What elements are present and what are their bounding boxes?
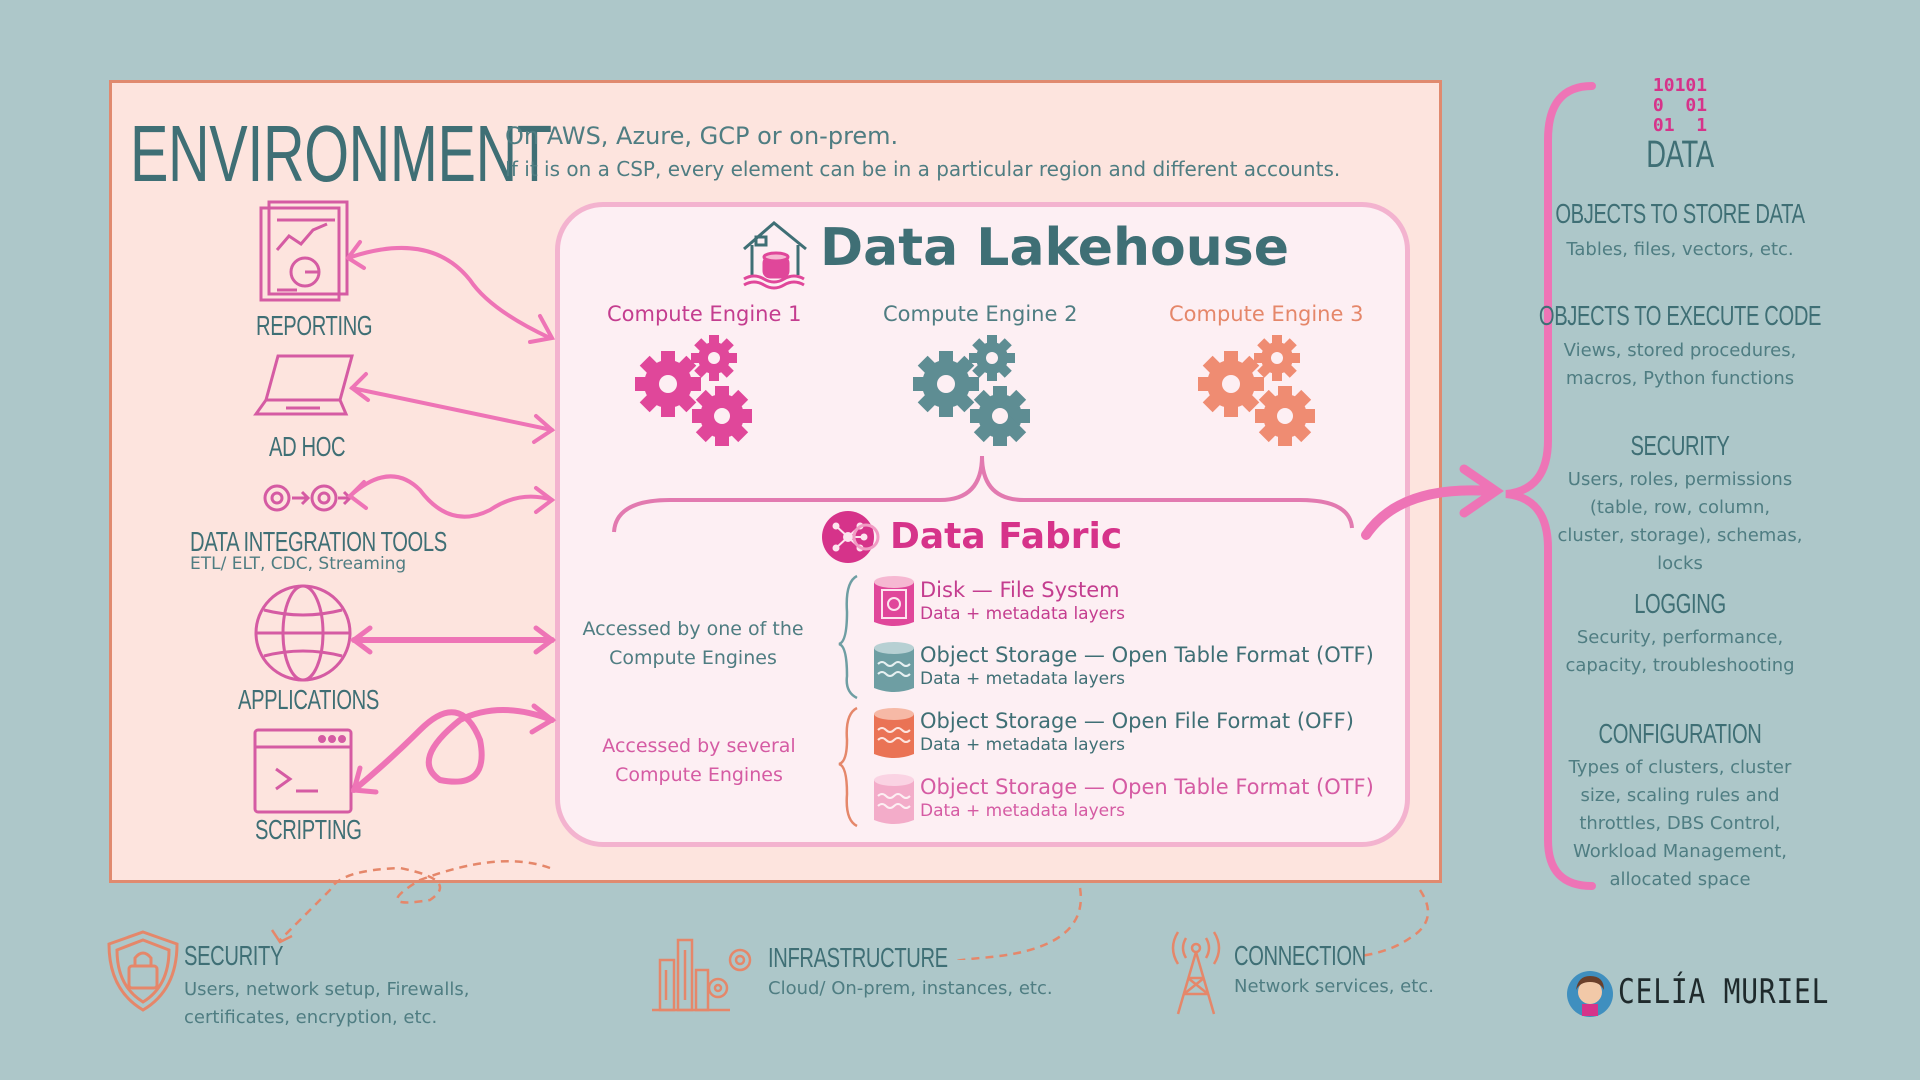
bottom-text-infrastructure: Cloud/ On-prem, instances, etc. (768, 978, 1053, 999)
consumer-arrows (345, 240, 557, 795)
data-section-text-2: Users, roles, permissions (table, row, c… (1557, 469, 1803, 574)
object-storage-icon-otf-pink (874, 774, 914, 824)
bottom-text-connection: Network services, etc. (1234, 976, 1434, 997)
disk-icon (874, 576, 914, 626)
layer-sub-2: Data + metadata layers (920, 735, 1125, 755)
data-section-text-4: Types of clusters, cluster size, scaling… (1568, 757, 1792, 890)
data-section-title-2: SECURITY (1630, 430, 1730, 461)
engine-label-2: Compute Engine 2 (883, 302, 1078, 326)
terminal-icon (253, 728, 353, 814)
bottom-dashed-connectors (270, 860, 1430, 960)
binary-line-2: 0 01 (1652, 95, 1708, 116)
environment-line1: On AWS, Azure, GCP or on-prem. (505, 122, 899, 150)
lakehouse-to-data-arrow (1361, 464, 1504, 540)
data-brace (1505, 82, 1596, 890)
layer-title-2: Object Storage — Open File Format (OFF) (920, 709, 1354, 733)
layer-title-3: Object Storage — Open Table Format (OTF) (920, 775, 1374, 799)
reporting-icon (259, 200, 349, 302)
object-storage-icon-otf-teal (874, 642, 914, 692)
avatar (1567, 971, 1613, 1017)
layer-sub-1: Data + metadata layers (920, 669, 1125, 689)
fabric-title: Data Fabric (890, 516, 1123, 557)
data-section-text-3: Security, performance, capacity, trouble… (1565, 627, 1795, 676)
gears-icon-engine-2 (913, 335, 1030, 446)
layer-title-0: Disk — File System (920, 578, 1120, 602)
accessed-several-label: Accessed by several Compute Engines (602, 735, 796, 786)
bottom-title-connection: CONNECTION (1234, 940, 1366, 971)
layer-title-1: Object Storage — Open Table Format (OTF) (920, 643, 1374, 667)
layer-sub-3: Data + metadata layers (920, 801, 1125, 821)
consumer-label-applications: APPLICATIONS (238, 684, 379, 715)
data-title: DATA (1646, 134, 1714, 176)
infrastructure-icon (652, 938, 752, 1012)
layer-sub-0: Data + metadata layers (920, 604, 1125, 624)
globe-icon (254, 584, 352, 682)
binary-line-1: 10101 (1652, 75, 1708, 96)
gears-icon-engine-1 (635, 335, 752, 446)
data-section-title-4: CONFIGURATION (1598, 718, 1762, 749)
antenna-icon (1171, 931, 1221, 1015)
consumer-label-adhoc: AD HOC (269, 431, 346, 462)
engine-label-3: Compute Engine 3 (1169, 302, 1364, 326)
engine-label-1: Compute Engine 1 (607, 302, 802, 326)
shield-lock-icon (107, 930, 179, 1012)
bottom-title-infrastructure: INFRASTRUCTURE (768, 942, 948, 973)
consumer-label-reporting: REPORTING (256, 310, 373, 341)
environment-line2: If it is on a CSP, every element can be … (505, 157, 1341, 181)
signature: CELÍA MURIEL (1618, 972, 1830, 1012)
lakehouse-title: Data Lakehouse (820, 218, 1289, 278)
consumer-sub-dit: ETL/ ELT, CDC, Streaming (190, 554, 407, 574)
data-section-text-1: Views, stored procedures, macros, Python… (1563, 340, 1797, 389)
binary-line-3: 01 1 (1652, 115, 1708, 136)
consumer-label-scripting: SCRIPTING (255, 814, 362, 845)
lakehouse-icon (743, 221, 807, 290)
object-storage-icon-off (874, 708, 914, 758)
data-section-title-1: OBJECTS TO EXECUTE CODE (1538, 300, 1822, 331)
gears-icon-engine-3 (1198, 335, 1315, 446)
consumer-label-dit: DATA INTEGRATION TOOLS (190, 526, 447, 557)
data-section-text-0: Tables, files, vectors, etc. (1566, 239, 1794, 260)
data-section-title-0: OBJECTS TO STORE DATA (1555, 198, 1805, 229)
accessed-one-label: Accessed by one of the Compute Engines (582, 618, 804, 669)
binary-icon: 10101 0 01 01 1 (1640, 76, 1720, 136)
lakehouse-box (555, 202, 1410, 847)
fabric-icon (822, 511, 880, 563)
bottom-title-security: SECURITY (184, 940, 284, 971)
fabric-side-braces (838, 574, 858, 828)
laptop-icon (253, 354, 354, 416)
data-section-title-3: LOGGING (1634, 588, 1726, 619)
environment-title: ENVIRONMENT (130, 109, 552, 198)
bottom-text-security: Users, network setup, Firewalls, certifi… (184, 979, 470, 1028)
fabric-brace (612, 455, 1354, 533)
